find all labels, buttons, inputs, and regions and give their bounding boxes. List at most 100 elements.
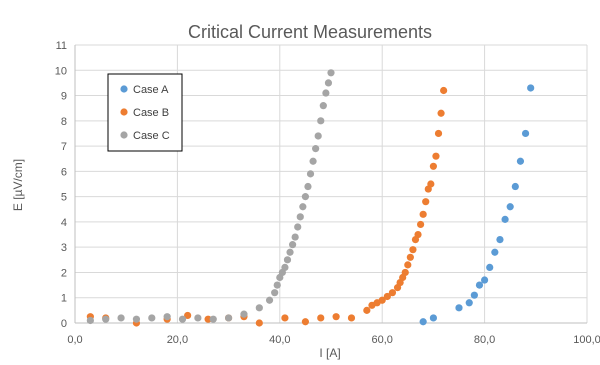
data-point [225, 314, 233, 322]
data-point [516, 157, 525, 165]
y-tick-label: 6 [61, 166, 67, 178]
y-tick-label: 9 [61, 91, 67, 103]
y-tick-label: 11 [56, 40, 67, 52]
series-case-c [86, 69, 335, 325]
legend-marker [120, 85, 128, 93]
y-tick-label: 5 [61, 192, 67, 204]
data-point [511, 182, 519, 191]
data-point [404, 261, 412, 269]
data-point [455, 304, 463, 312]
data-point [204, 315, 212, 323]
x-tick-label: 80,0 [474, 334, 495, 346]
data-point [317, 117, 325, 125]
data-point [388, 289, 397, 297]
data-point [401, 268, 409, 277]
y-tick-label: 1 [61, 293, 67, 305]
data-point [429, 314, 437, 322]
data-point [306, 170, 315, 178]
y-tick-label: 0 [61, 318, 67, 330]
data-point [86, 316, 94, 325]
data-point [332, 313, 340, 321]
legend-box [107, 73, 183, 152]
data-point [184, 311, 192, 320]
data-point [527, 84, 535, 92]
data-point [419, 210, 427, 218]
data-point [273, 281, 281, 289]
x-tick-label: 40,0 [269, 334, 290, 346]
data-point [414, 230, 422, 239]
legend-label: Case C [133, 130, 170, 142]
data-point [506, 203, 514, 211]
data-point [286, 248, 294, 256]
data-point [417, 220, 425, 229]
data-points [86, 69, 535, 327]
y-tick-label: 7 [61, 141, 67, 153]
x-tick-label: 20,0 [167, 334, 188, 346]
data-point [271, 289, 279, 297]
data-point [363, 306, 371, 314]
data-point [289, 241, 297, 249]
x-axis-title: I [A] [319, 346, 340, 360]
x-tick-label: 60,0 [371, 334, 392, 346]
data-point [240, 310, 248, 318]
data-point [102, 315, 110, 323]
data-point [434, 129, 443, 138]
data-point [429, 162, 437, 170]
data-point [378, 296, 386, 304]
data-point [314, 132, 322, 140]
data-point [255, 319, 263, 327]
data-point [301, 193, 309, 201]
legend-marker [120, 131, 128, 139]
y-axis-title: E [µV/cm] [11, 159, 25, 211]
data-point [383, 292, 391, 301]
data-point [255, 304, 263, 312]
data-point [304, 182, 312, 191]
data-point [440, 86, 448, 95]
data-point [475, 281, 484, 289]
data-point [327, 69, 335, 77]
axes: 0 1 2 3 4 5 6 7 8 9 10 11 0,0 20,0 40,0 60,0 80,0 100,0 [55, 40, 600, 346]
data-point [299, 203, 307, 211]
data-point [486, 263, 494, 271]
data-point [283, 256, 292, 264]
data-point [347, 314, 356, 322]
legend: Case A Case B Case C [107, 73, 183, 152]
series-case-a [419, 84, 535, 326]
data-point [209, 315, 217, 323]
data-point [427, 180, 435, 188]
data-point [309, 157, 317, 165]
legend-label: Case A [133, 84, 169, 96]
data-point [319, 102, 327, 110]
data-point [470, 291, 478, 299]
data-point [132, 315, 141, 323]
y-tick-label: 2 [61, 267, 67, 279]
data-point [194, 314, 202, 322]
data-point [117, 314, 125, 322]
y-tick-label: 8 [61, 116, 67, 128]
y-tick-label: 10 [55, 65, 67, 77]
y-tick-label: 3 [61, 242, 67, 254]
data-point [406, 253, 414, 261]
legend-items: Case A Case B Case C [120, 84, 170, 142]
data-point [496, 236, 504, 244]
legend-marker [120, 108, 128, 116]
data-point [281, 314, 289, 322]
data-point [491, 248, 499, 256]
chart-title: Critical Current Measurements [188, 22, 432, 42]
data-point [281, 263, 289, 271]
data-point [324, 79, 333, 87]
data-point [521, 129, 530, 138]
y-tick-label: 4 [61, 217, 67, 229]
data-point [317, 314, 325, 322]
data-point [265, 296, 274, 304]
data-point [163, 313, 171, 321]
data-point [294, 223, 302, 231]
data-point [312, 145, 320, 153]
data-point [465, 299, 473, 307]
series-case-b [86, 86, 448, 327]
data-point [437, 109, 445, 117]
data-point [422, 198, 430, 206]
